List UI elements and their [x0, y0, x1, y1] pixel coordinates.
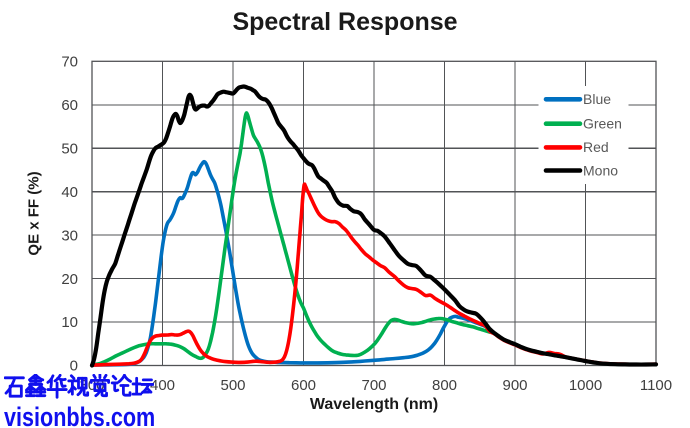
svg-text:1100: 1100: [640, 377, 672, 394]
svg-text:10: 10: [61, 314, 78, 331]
svg-text:Mono: Mono: [583, 162, 618, 178]
svg-text:50: 50: [61, 140, 78, 157]
svg-text:1000: 1000: [569, 377, 602, 394]
svg-text:800: 800: [432, 377, 457, 394]
svg-text:Blue: Blue: [583, 91, 611, 107]
svg-text:20: 20: [61, 271, 78, 288]
svg-text:Red: Red: [583, 139, 609, 155]
svg-text:400: 400: [150, 377, 175, 394]
svg-text:900: 900: [502, 377, 527, 394]
svg-text:0: 0: [70, 358, 78, 375]
svg-text:30: 30: [61, 227, 78, 244]
svg-text:60: 60: [61, 97, 78, 114]
svg-text:Green: Green: [583, 116, 622, 132]
svg-text:600: 600: [291, 377, 316, 394]
svg-text:500: 500: [220, 377, 245, 394]
svg-text:40: 40: [61, 184, 78, 201]
svg-text:700: 700: [361, 377, 386, 394]
svg-text:70: 70: [61, 54, 78, 71]
